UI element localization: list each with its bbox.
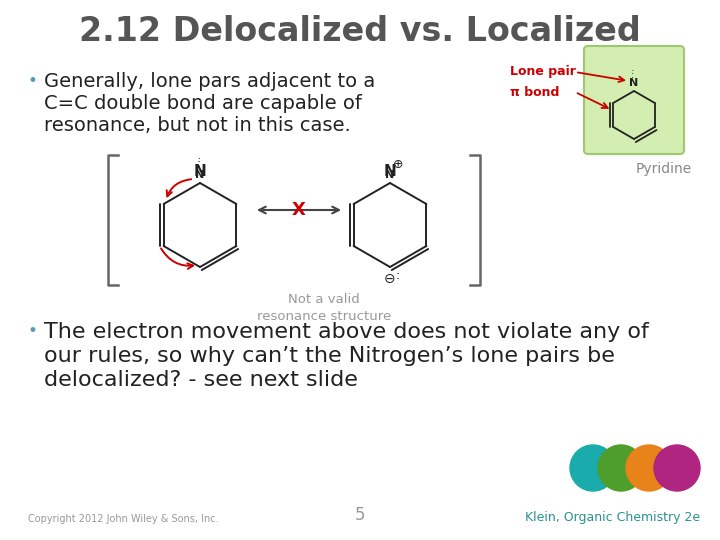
Text: 2.12 Delocalized vs. Localized: 2.12 Delocalized vs. Localized bbox=[79, 15, 641, 48]
Text: Not a valid
resonance structure: Not a valid resonance structure bbox=[257, 293, 391, 323]
Text: Generally, lone pars adjacent to a: Generally, lone pars adjacent to a bbox=[44, 72, 375, 91]
Text: N: N bbox=[385, 170, 395, 180]
Circle shape bbox=[570, 445, 616, 491]
Text: ⊖: ⊖ bbox=[384, 272, 396, 286]
Text: 5: 5 bbox=[355, 506, 365, 524]
Text: X: X bbox=[292, 201, 306, 219]
Text: :̇: :̇ bbox=[197, 157, 201, 170]
Text: N: N bbox=[629, 78, 639, 88]
Text: resonance, but not in this case.: resonance, but not in this case. bbox=[44, 116, 351, 135]
Text: Copyright 2012 John Wiley & Sons, Inc.: Copyright 2012 John Wiley & Sons, Inc. bbox=[28, 514, 219, 524]
Text: •: • bbox=[28, 72, 38, 90]
Text: delocalized? - see next slide: delocalized? - see next slide bbox=[44, 370, 358, 390]
Text: π bond: π bond bbox=[510, 85, 559, 98]
FancyBboxPatch shape bbox=[584, 46, 684, 154]
Text: C=C double bond are capable of: C=C double bond are capable of bbox=[44, 94, 362, 113]
Text: :̇: :̇ bbox=[631, 70, 634, 80]
Text: N: N bbox=[384, 164, 397, 179]
Circle shape bbox=[598, 445, 644, 491]
Text: Klein, Organic Chemistry 2e: Klein, Organic Chemistry 2e bbox=[525, 511, 700, 524]
Circle shape bbox=[626, 445, 672, 491]
Text: •: • bbox=[28, 322, 38, 340]
Text: our rules, so why can’t the Nitrogen’s lone pairs be: our rules, so why can’t the Nitrogen’s l… bbox=[44, 346, 615, 366]
Text: N: N bbox=[195, 170, 204, 180]
Text: ⊕: ⊕ bbox=[392, 158, 403, 171]
Text: Lone pair: Lone pair bbox=[510, 65, 576, 78]
Text: The electron movement above does not violate any of: The electron movement above does not vio… bbox=[44, 322, 649, 342]
Text: Pyridine: Pyridine bbox=[636, 162, 692, 176]
Circle shape bbox=[654, 445, 700, 491]
Text: N: N bbox=[194, 164, 207, 179]
Text: :: : bbox=[396, 269, 400, 282]
